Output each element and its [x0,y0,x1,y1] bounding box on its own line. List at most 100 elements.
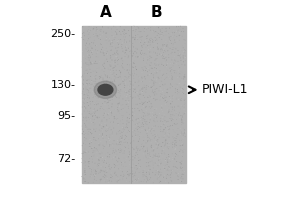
Point [92,136,97,139]
Point [171,130,176,133]
Point [182,103,187,106]
Point [120,134,125,137]
Point [167,77,172,80]
Point [169,77,174,81]
Point [140,90,145,93]
Point [121,161,125,164]
Point [172,115,177,118]
Point [92,178,97,181]
Point [173,97,178,101]
Point [96,97,100,100]
Point [123,159,128,163]
Point [152,66,157,69]
Point [106,165,111,168]
Point [182,76,187,79]
Point [110,134,115,137]
Point [147,59,152,62]
Point [158,180,163,183]
Point [100,156,105,159]
Point [171,128,176,131]
Point [167,32,172,36]
Point [80,82,85,85]
Point [178,34,183,38]
Point [153,92,158,95]
Point [129,119,134,122]
Point [122,40,127,44]
Point [151,181,156,184]
Point [118,72,123,76]
Point [131,162,136,166]
Point [145,26,149,29]
Point [177,72,182,75]
Point [104,120,109,123]
Point [132,113,137,116]
Point [145,130,150,133]
Point [142,120,147,123]
Point [162,167,167,170]
Point [90,88,94,91]
Point [170,62,175,65]
Point [152,120,156,123]
Point [90,100,95,103]
Point [103,166,108,169]
Point [156,63,161,67]
Point [103,53,108,56]
Point [88,61,93,64]
Point [129,74,134,77]
Point [161,128,166,131]
Point [144,175,148,178]
Point [120,175,125,178]
Point [92,112,97,115]
Point [148,71,153,74]
Point [163,86,167,89]
Point [87,138,92,141]
Point [108,49,113,52]
Point [104,101,109,105]
Point [169,179,174,183]
Point [177,139,182,142]
Point [104,31,109,34]
Point [150,138,155,141]
Point [146,96,151,99]
Point [144,120,149,123]
Point [142,90,147,93]
Point [130,72,135,76]
Point [101,51,106,54]
Point [173,47,178,50]
Point [81,71,85,74]
Point [110,151,115,155]
Point [176,114,181,117]
Point [151,73,156,76]
Point [87,56,92,60]
Point [127,153,132,156]
Point [113,30,118,33]
Point [177,39,182,42]
Point [82,72,87,75]
Point [108,43,113,46]
Point [134,117,139,120]
Point [84,88,88,91]
Point [89,28,94,31]
Point [86,64,91,67]
Point [90,128,95,131]
Point [150,171,155,174]
Point [118,178,122,182]
Point [89,46,94,50]
Point [101,161,106,164]
Point [97,152,101,155]
Point [82,180,87,183]
Point [110,58,114,62]
Point [140,142,145,145]
Point [109,68,113,71]
Point [154,155,158,158]
Point [161,83,166,87]
Point [90,146,95,149]
Point [159,76,164,79]
Point [141,57,146,60]
Point [144,173,149,176]
Point [175,140,179,144]
Point [95,91,100,94]
Point [95,29,100,32]
Point [153,71,158,75]
Point [100,95,104,98]
